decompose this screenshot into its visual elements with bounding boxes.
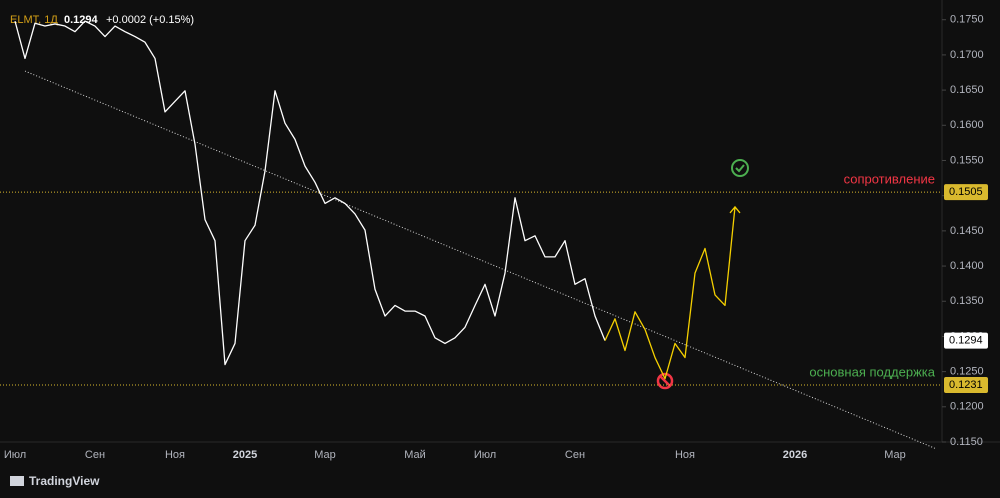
x-tick-label: Май xyxy=(404,449,426,461)
trendline xyxy=(24,70,936,449)
header-change: +0.0002 (+0.15%) xyxy=(106,14,194,26)
last-price-box xyxy=(944,332,988,349)
y-tick-label: 0.1550 xyxy=(950,154,984,166)
series-line xyxy=(604,206,736,380)
y-tick-label: 0.1700 xyxy=(950,49,984,61)
x-tick-label: Мар xyxy=(884,449,906,461)
level-price-label: 0.1231 xyxy=(949,379,983,391)
stop-icon xyxy=(656,372,674,390)
level-price-label: 0.1505 xyxy=(949,186,983,198)
level-price-box xyxy=(944,376,988,393)
last-price-label: 0.1294 xyxy=(949,335,983,347)
x-tick-label: Ноя xyxy=(675,449,695,461)
x-tick-label: Июл xyxy=(4,449,26,461)
y-tick-label: 0.1600 xyxy=(950,119,984,131)
arrow-head xyxy=(729,205,741,214)
y-tick-label: 0.1750 xyxy=(950,14,984,26)
logo xyxy=(10,476,24,486)
y-tick-label: 0.1400 xyxy=(950,260,984,272)
level-label: основная поддержка xyxy=(809,364,935,379)
x-tick-label: 2025 xyxy=(233,449,257,461)
x-tick-label: Мар xyxy=(314,449,336,461)
y-tick-label: 0.1250 xyxy=(950,366,984,378)
y-tick-label: 0.1650 xyxy=(950,84,984,96)
y-tick-label: 0.1350 xyxy=(950,295,984,307)
x-tick-label: Сен xyxy=(85,449,105,461)
brand: TradingView xyxy=(29,474,100,488)
y-tick-label: 0.1200 xyxy=(950,401,984,413)
x-tick-label: Сен xyxy=(565,449,585,461)
x-tick-label: 2026 xyxy=(783,449,807,461)
y-tick-label: 0.1150 xyxy=(950,436,983,448)
x-tick-label: Ноя xyxy=(165,449,185,461)
level-label: сопротивление xyxy=(844,172,935,187)
series-line xyxy=(14,20,606,366)
check-icon xyxy=(731,159,749,177)
y-tick-label: 0.1450 xyxy=(950,225,984,237)
level-price-box xyxy=(944,184,988,201)
x-tick-label: Июл xyxy=(474,449,496,461)
header-price: 0.1294 xyxy=(64,14,99,26)
symbol: ELMT, 1Д xyxy=(10,14,58,26)
